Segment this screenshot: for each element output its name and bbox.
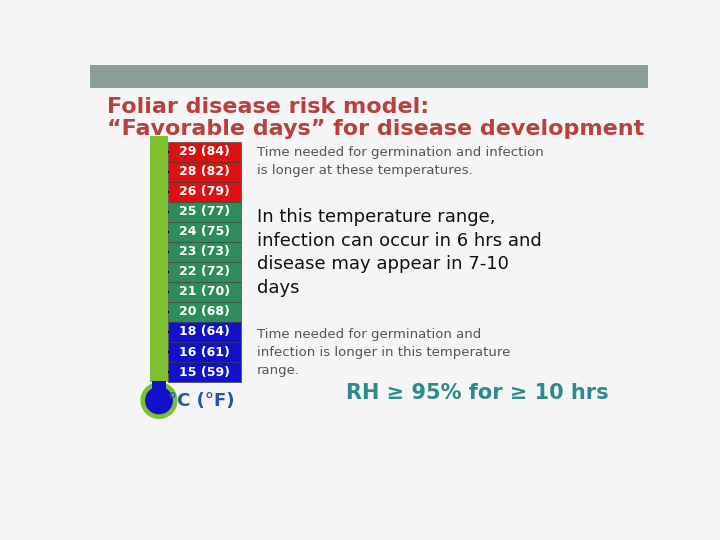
Text: “Favorable days” for disease development: “Favorable days” for disease development (107, 119, 644, 139)
Text: 15 (59): 15 (59) (179, 366, 230, 379)
Bar (168, 222, 241, 242)
Bar (168, 242, 241, 262)
Text: Foliar disease risk model:: Foliar disease risk model: (107, 97, 429, 117)
Bar (90, 65, 648, 88)
Text: °C (°F): °C (°F) (168, 392, 235, 409)
Bar (168, 322, 241, 342)
Bar (168, 282, 241, 302)
Bar (168, 182, 241, 202)
Bar (168, 162, 241, 182)
Text: Time needed for germination and infection
is longer at these temperatures.: Time needed for germination and infectio… (256, 146, 544, 177)
Text: 29 (84): 29 (84) (179, 145, 230, 158)
Text: 28 (82): 28 (82) (179, 165, 230, 178)
Bar (168, 362, 241, 382)
Bar (152, 381, 166, 390)
Text: 25 (77): 25 (77) (179, 205, 230, 218)
Bar (168, 142, 241, 162)
Text: Time needed for germination and
infection is longer in this temperature
range.: Time needed for germination and infectio… (256, 328, 510, 377)
Text: 21 (70): 21 (70) (179, 286, 230, 299)
Text: RH ≥ 95% for ≥ 10 hrs: RH ≥ 95% for ≥ 10 hrs (346, 383, 609, 403)
Bar (168, 262, 241, 282)
Bar (150, 136, 168, 382)
Text: In this temperature range,
infection can occur in 6 hrs and
disease may appear i: In this temperature range, infection can… (256, 208, 541, 297)
Bar (168, 342, 241, 362)
Bar (168, 302, 241, 322)
Bar (168, 202, 241, 222)
Text: 16 (61): 16 (61) (179, 346, 230, 359)
Text: 20 (68): 20 (68) (179, 306, 230, 319)
Text: 26 (79): 26 (79) (179, 185, 230, 198)
Circle shape (140, 382, 178, 419)
Text: 24 (75): 24 (75) (179, 225, 230, 238)
Text: 22 (72): 22 (72) (179, 266, 230, 279)
Circle shape (145, 387, 173, 414)
Text: 18 (64): 18 (64) (179, 326, 230, 339)
Text: 23 (73): 23 (73) (179, 245, 230, 259)
